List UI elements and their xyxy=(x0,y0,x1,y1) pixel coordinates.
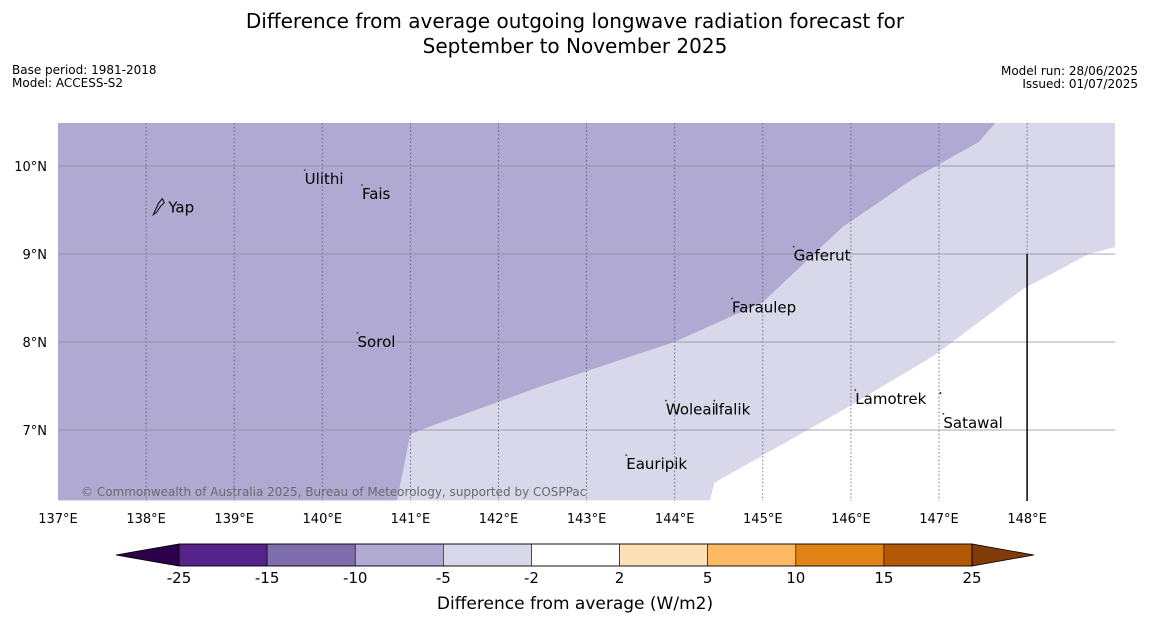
place-markers: Ulithi Fais Yap Gaferut Faraulep Sorol Lamotre… xyxy=(152,169,1003,473)
longitude-tick-label: 140°E xyxy=(303,512,343,527)
legend-tick-label: 10 xyxy=(786,569,805,587)
anomaly-region-2 xyxy=(397,123,1115,501)
legend-swatch xyxy=(883,543,973,567)
place-eauripik: Eauripik xyxy=(625,454,687,473)
anomaly-region-1 xyxy=(58,123,996,501)
island-marker xyxy=(361,184,363,186)
legend-tick-label: -15 xyxy=(255,569,280,587)
legend-tick-label: -10 xyxy=(343,569,368,587)
place-ulithi: Ulithi xyxy=(303,169,344,188)
longitude-tick-label: 146°E xyxy=(831,512,871,527)
island-marker xyxy=(731,297,733,300)
legend-swatch xyxy=(266,543,356,567)
chart-title-line-2: September to November 2025 xyxy=(422,34,728,58)
legend-extend-high xyxy=(971,543,1035,567)
map-axis-ticks: 137°E 138°E 139°E 140°E 141°E 142°E 143°E 144°E… xyxy=(14,160,1047,527)
place-faraulep: Faraulep xyxy=(731,297,796,317)
island-marker xyxy=(303,169,306,171)
longitude-tick-label: 143°E xyxy=(567,512,607,527)
legend-swatch xyxy=(178,543,268,567)
place-satawal: Satawal xyxy=(942,412,1003,432)
longitude-tick-label: 138°E xyxy=(126,512,166,527)
legend-tick-label: -2 xyxy=(524,569,539,587)
legend-tick-label: 2 xyxy=(615,569,625,587)
place-label: Fais xyxy=(362,185,391,203)
legend-swatch xyxy=(795,543,885,567)
island-marker xyxy=(713,399,716,402)
model-label: Model: ACCESS-S2 xyxy=(12,76,124,90)
longitude-tick-label: 148°E xyxy=(1007,512,1047,527)
copyright-notice: © Commonwealth of Australia 2025, Bureau… xyxy=(81,485,586,499)
model-run-label: Model run: 28/06/2025 xyxy=(1000,64,1138,78)
island-marker xyxy=(356,331,359,334)
latitude-tick-label: 9°N xyxy=(23,248,48,263)
latitude-tick-label: 10°N xyxy=(14,160,47,175)
longitude-tick-label: 141°E xyxy=(391,512,431,527)
map-gridlines xyxy=(58,123,1115,501)
place-label: Ulithi xyxy=(305,170,344,188)
place-lamotrek: Lamotrek xyxy=(854,389,927,408)
place-label: Satawal xyxy=(943,414,1002,432)
place-label: Gaferut xyxy=(794,247,851,265)
place-label: Sorol xyxy=(358,333,396,351)
place-woleai: Woleai xyxy=(664,399,716,419)
island-marker xyxy=(939,392,942,395)
longitude-tick-label: 139°E xyxy=(214,512,254,527)
legend-swatch xyxy=(619,543,708,567)
issued-label: Issued: 01/07/2025 xyxy=(1022,77,1138,91)
legend-title: Difference from average (W/m2) xyxy=(436,594,714,614)
yap-island-outline xyxy=(152,197,165,217)
longitude-tick-label: 147°E xyxy=(919,512,959,527)
longitude-tick-label: 145°E xyxy=(743,512,783,527)
legend-swatch xyxy=(354,543,444,567)
legend-tick-label: 25 xyxy=(962,569,981,587)
place-ifalik: Ifalik xyxy=(713,399,751,419)
legend-swatch xyxy=(707,543,797,567)
place-yap: Yap xyxy=(152,197,194,217)
longitude-tick-label: 144°E xyxy=(655,512,695,527)
place-label: Lamotrek xyxy=(855,390,926,408)
island-marker xyxy=(664,399,667,402)
legend-swatch xyxy=(531,543,620,567)
place-label: Yap xyxy=(167,199,194,217)
place-label: Eauripik xyxy=(626,455,687,473)
legend-tick-label: 5 xyxy=(703,569,713,587)
legend-tick-label: 15 xyxy=(874,569,893,587)
place-label: Woleai xyxy=(666,401,716,419)
longitude-tick-label: 142°E xyxy=(479,512,519,527)
legend-frame xyxy=(178,543,973,567)
island-marker xyxy=(942,412,945,415)
island-marker xyxy=(854,389,857,391)
place-fais: Fais xyxy=(361,184,391,203)
island-marker xyxy=(625,454,628,457)
legend-swatch xyxy=(443,543,532,567)
chart-title-line-1: Difference from average outgoing longwav… xyxy=(245,9,905,33)
latitude-tick-label: 8°N xyxy=(23,336,48,351)
place-label: Faraulep xyxy=(732,299,796,317)
legend-tick-label: -25 xyxy=(167,569,192,587)
chart-title: Difference from average outgoing longwav… xyxy=(0,9,1150,59)
island-marker xyxy=(792,245,795,248)
colorbar-legend: -25 -15 -10 -5 -2 2 5 10 15 25 xyxy=(115,543,1035,587)
model-info: Base period: 1981-2018 Model: ACCESS-S2 xyxy=(12,64,157,90)
place-sorol: Sorol xyxy=(356,331,396,351)
base-period-label: Base period: 1981-2018 xyxy=(12,63,157,77)
legend-tick-label: -5 xyxy=(436,569,451,587)
longitude-tick-label: 137°E xyxy=(38,512,78,527)
legend-extend-low xyxy=(115,543,180,567)
place-gaferut: Gaferut xyxy=(792,245,851,265)
run-info: Model run: 28/06/2025 Issued: 01/07/2025 xyxy=(1001,65,1138,91)
latitude-tick-label: 7°N xyxy=(23,424,48,439)
place-label: Ifalik xyxy=(714,401,750,419)
